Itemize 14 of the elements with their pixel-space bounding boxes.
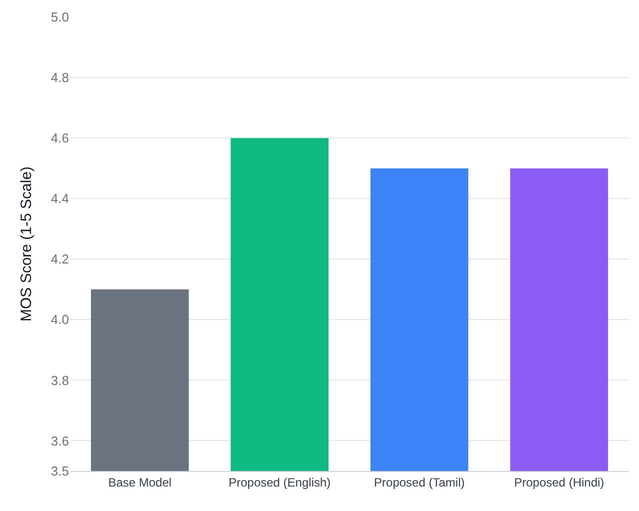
x-tick-label: Proposed (Hindi) [514,475,604,490]
x-tick-label: Proposed (English) [228,475,331,490]
y-tick-label: 5.0 [50,10,69,25]
y-tick-label: 4.4 [50,191,69,206]
y-tick-label: 3.8 [50,372,69,388]
y-axis-title: MOS Score (1-5 Scale) [18,166,36,322]
y-tick-label: 4.2 [50,252,69,267]
y-tick-label: 4.8 [50,70,69,86]
y-tick-label: 4.6 [50,130,69,146]
y-tick-label: 4.0 [50,312,69,328]
y-tick-label: 3.6 [50,433,69,448]
x-tick-label: Proposed (Tamil) [374,475,465,490]
y-tick-label: 3.5 [50,464,69,479]
x-tick-label: Base Model [108,475,172,490]
